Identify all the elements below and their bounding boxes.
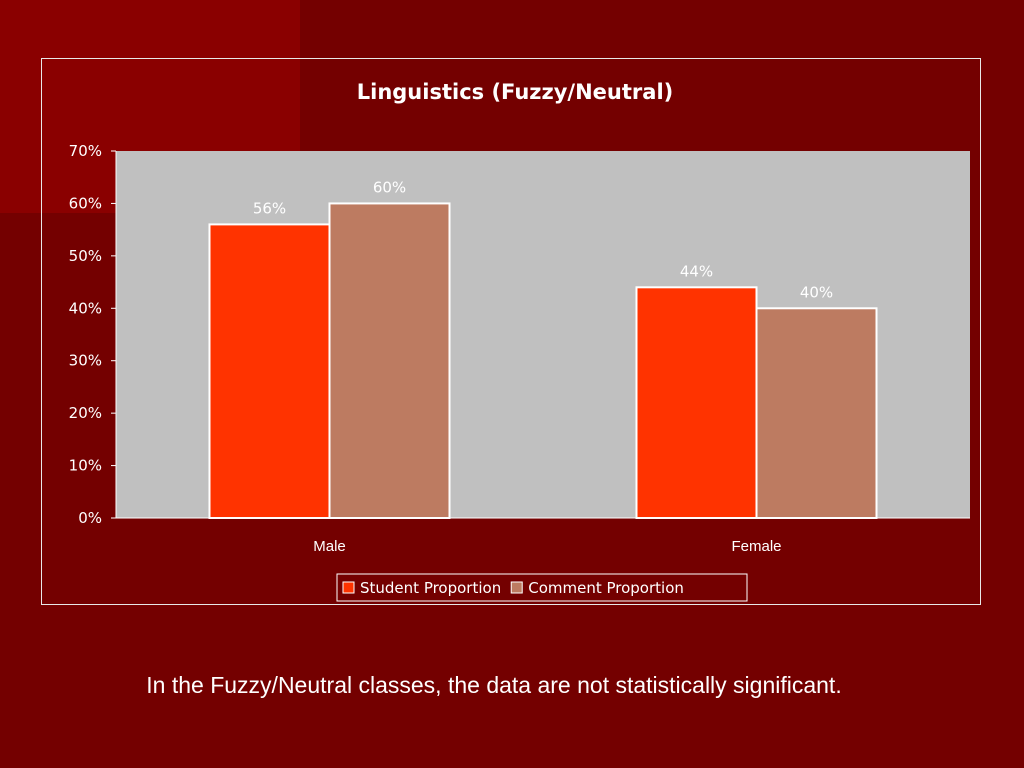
data-label: 40% bbox=[800, 283, 833, 301]
bar bbox=[755, 307, 878, 519]
bar bbox=[635, 286, 758, 519]
x-category-label: Female bbox=[731, 538, 781, 555]
y-tick-label: 50% bbox=[69, 247, 102, 265]
slide-caption: In the Fuzzy/Neutral classes, the data a… bbox=[146, 672, 842, 698]
bar-chart: Linguistics (Fuzzy/Neutral) 0% 10% 20% 30% 4… bbox=[69, 80, 970, 602]
data-label: 56% bbox=[253, 199, 286, 217]
y-tick-label: 40% bbox=[69, 299, 102, 317]
legend-swatch bbox=[510, 581, 523, 594]
y-tick-label: 60% bbox=[69, 194, 102, 212]
legend-box bbox=[336, 573, 748, 602]
x-category-label: Male bbox=[313, 538, 346, 555]
chart-title: Linguistics (Fuzzy/Neutral) bbox=[357, 80, 674, 104]
data-label: 60% bbox=[373, 178, 406, 196]
legend-label: Student Proportion bbox=[360, 579, 501, 597]
bar-series: 56% 60% 44% 40% bbox=[208, 178, 878, 520]
y-axis: 0% 10% 20% 30% 40% 50% 60% 70% bbox=[69, 142, 117, 527]
bar bbox=[328, 202, 451, 520]
y-tick-label: 70% bbox=[69, 142, 102, 160]
bar bbox=[208, 223, 331, 519]
data-label: 44% bbox=[680, 262, 713, 280]
y-tick-label: 0% bbox=[78, 509, 102, 527]
legend: Student Proportion Comment Proportion bbox=[336, 573, 748, 602]
y-tick-label: 20% bbox=[69, 404, 102, 422]
y-tick-label: 30% bbox=[69, 352, 102, 370]
x-axis: Male Female bbox=[116, 517, 970, 555]
chart-frame: Linguistics (Fuzzy/Neutral) 0% 10% 20% 30% 4… bbox=[41, 58, 981, 605]
legend-swatch bbox=[342, 581, 355, 594]
legend-label: Comment Proportion bbox=[528, 579, 684, 597]
y-tick-label: 10% bbox=[69, 457, 102, 475]
